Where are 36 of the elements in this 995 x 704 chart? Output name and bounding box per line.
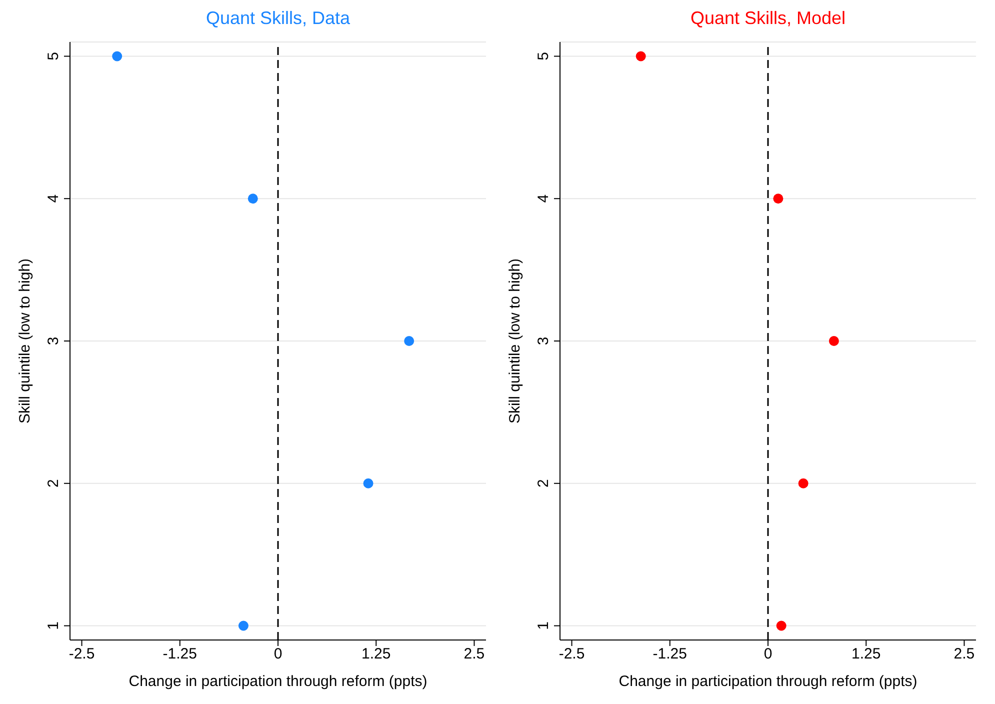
- y-tick-label: 5: [535, 52, 552, 60]
- x-tick-label: 2.5: [464, 646, 485, 663]
- x-tick-label: -1.25: [162, 646, 197, 663]
- y-tick-label: 3: [535, 336, 552, 346]
- point: [773, 194, 784, 204]
- x-tick-label: 2.5: [954, 646, 975, 663]
- point: [404, 336, 414, 346]
- x-tick-label: 1.25: [852, 646, 881, 663]
- point: [238, 620, 248, 631]
- y-tick-label: 2: [45, 479, 62, 488]
- y-tick-label: 4: [45, 194, 62, 203]
- x-axis-title: Change in participation through reform (ppts): [128, 673, 428, 690]
- point: [636, 51, 646, 62]
- point: [828, 336, 839, 346]
- y-tick-label: 4: [535, 194, 552, 203]
- point: [776, 620, 786, 631]
- y-tick-label: 3: [45, 336, 62, 346]
- y-axis-title: Skill quintile (low to high): [16, 258, 34, 424]
- x-axis-title: Change in participation through reform (ppts): [618, 673, 918, 690]
- y-axis-title: Skill quintile (low to high): [506, 258, 524, 424]
- y-tick-label: 2: [535, 479, 552, 488]
- point: [363, 478, 374, 488]
- y-tick-label: 1: [535, 622, 552, 630]
- y-tick-label: 5: [45, 52, 62, 60]
- chart-title: Quant Skills, Model: [689, 8, 847, 30]
- x-tick-label: -2.5: [68, 646, 95, 663]
- x-tick-label: -1.25: [652, 646, 687, 663]
- chart-title: Quant Skills, Data: [204, 8, 352, 30]
- point: [112, 51, 122, 62]
- point: [248, 194, 258, 204]
- x-tick-label: 0: [764, 646, 772, 663]
- y-tick-label: 1: [45, 622, 62, 630]
- point: [798, 478, 808, 488]
- x-tick-label: -2.5: [558, 646, 585, 663]
- x-tick-label: 0: [274, 646, 282, 663]
- x-tick-label: 1.25: [362, 646, 391, 663]
